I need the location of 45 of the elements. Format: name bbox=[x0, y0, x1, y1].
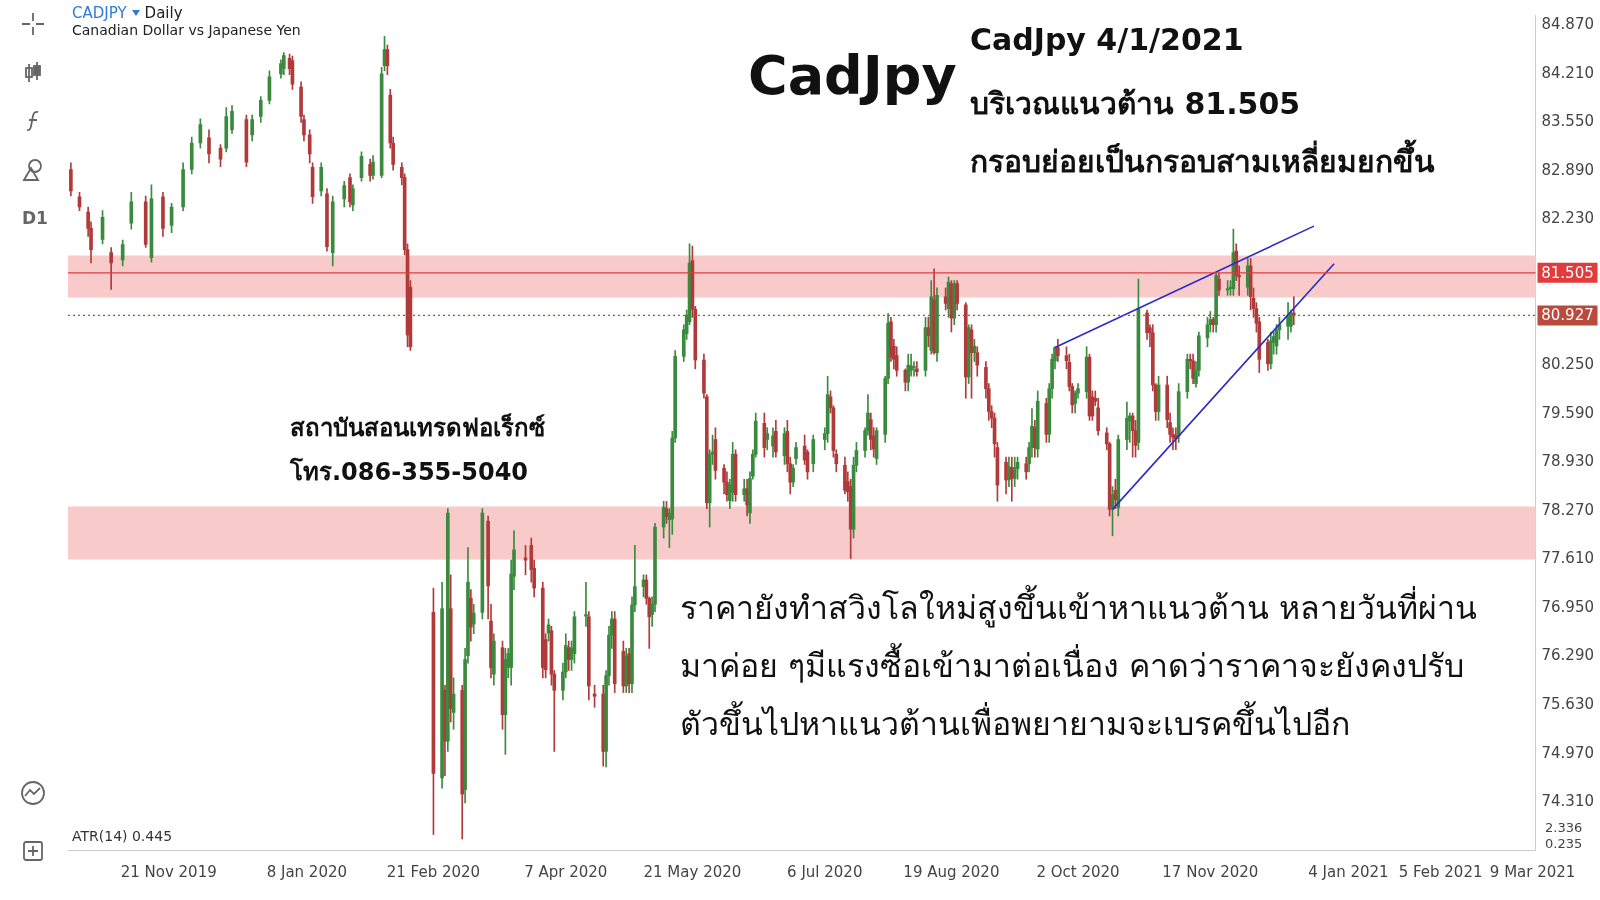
text: 2.336 bbox=[1545, 820, 1583, 835]
annotation: Daily bbox=[144, 4, 183, 22]
text: Canadian Dollar vs Japanese Yen bbox=[72, 22, 301, 38]
annotation: CadJpy 4/1/2021 bbox=[970, 22, 1244, 57]
y-tick-label: 80.250 bbox=[1541, 355, 1595, 374]
x-tick-label: 6 Jul 2020 bbox=[787, 862, 863, 881]
y-tick-label: 82.890 bbox=[1541, 160, 1595, 179]
y-tick-label: 84.210 bbox=[1541, 63, 1595, 82]
annotation: สถาบันสอนเทรดฟอเร็กซ์ bbox=[290, 412, 545, 444]
annotation: ATR(14) 0.445 bbox=[72, 828, 173, 844]
x-tick-label: 17 Nov 2020 bbox=[1162, 862, 1259, 881]
x-tick-label: 19 Aug 2020 bbox=[903, 862, 1000, 881]
y-tick-label: 84.870 bbox=[1541, 15, 1595, 34]
y-tick-label: 79.590 bbox=[1541, 403, 1595, 422]
y-tick-label: 78.930 bbox=[1541, 452, 1595, 471]
annotation: กรอบย่อยเป็นกรอบสามเหลี่ยมยกขึ้น bbox=[970, 138, 1435, 181]
x-tick-label: 21 Feb 2020 bbox=[386, 862, 481, 881]
y-tick-label: 74.970 bbox=[1541, 743, 1595, 762]
text: 0.235 bbox=[1545, 836, 1583, 851]
y-tick-label: 76.950 bbox=[1541, 597, 1595, 616]
y-tick-label: 77.610 bbox=[1541, 549, 1595, 568]
y-tick-label: 76.290 bbox=[1541, 646, 1595, 665]
x-tick-label: 9 Mar 2021 bbox=[1489, 862, 1576, 881]
y-tick-label: 75.630 bbox=[1541, 694, 1595, 713]
y-tick-label: 74.310 bbox=[1541, 792, 1595, 811]
annotation: โทร.086-355-5040 bbox=[290, 456, 529, 488]
x-tick-label: 4 Jan 2021 bbox=[1308, 862, 1389, 881]
x-tick-label: 5 Feb 2021 bbox=[1398, 862, 1483, 881]
x-tick-label: 7 Apr 2020 bbox=[524, 862, 608, 881]
chart-title: CADJPY bbox=[72, 4, 127, 22]
x-tick-label: 8 Jan 2020 bbox=[266, 862, 348, 881]
ref-line-label: 81.505 bbox=[1541, 263, 1594, 282]
y-tick-label: 82.230 bbox=[1541, 209, 1595, 228]
x-tick-label: 21 May 2020 bbox=[643, 862, 742, 881]
x-tick-label: 2 Oct 2020 bbox=[1036, 862, 1120, 881]
annotation: CadJpy bbox=[748, 44, 957, 107]
annotation: ตัวขึ้นไปหาแนวต้านเพื่อพยายามจะเบรคขึ้นไปอีก bbox=[680, 700, 1350, 745]
y-tick-label: 83.550 bbox=[1541, 112, 1595, 131]
x-tick-label: 21 Nov 2019 bbox=[120, 862, 217, 881]
annotation: มาค่อย ๆมีแรงซื้อเข้ามาต่อเนื่อง คาดว่าราคาจะยังคงปรับ bbox=[680, 642, 1465, 687]
y-tick-label: 78.270 bbox=[1541, 500, 1595, 519]
text: D1 bbox=[22, 208, 48, 228]
ref-line-label: 80.927 bbox=[1541, 306, 1594, 325]
annotation: ราคายังทำสวิงโลใหม่สูงขึ้นเข้าหาแนวต้าน หลายวันที่ผ่าน bbox=[680, 584, 1478, 630]
annotation: บริเวณแนวต้าน 81.505 bbox=[970, 85, 1301, 123]
